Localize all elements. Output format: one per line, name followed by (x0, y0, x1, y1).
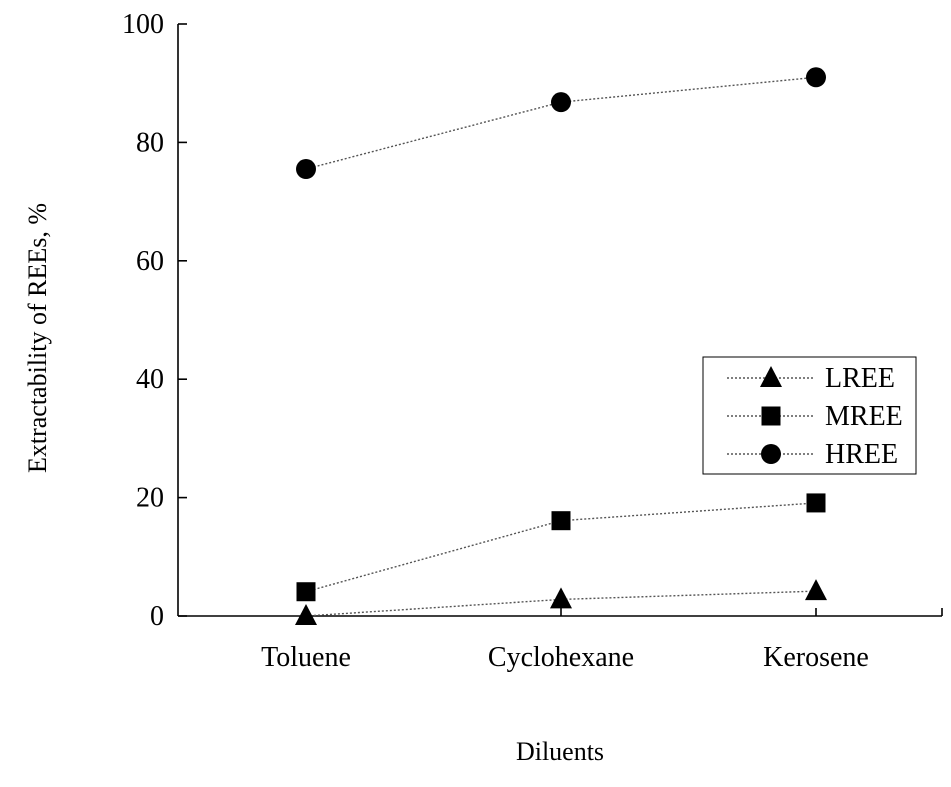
series-mree (296, 493, 826, 602)
legend: LREE MREE HREE (702, 356, 917, 475)
legend-label: LREE (825, 363, 895, 394)
data-point (806, 67, 826, 88)
legend-marker (761, 406, 781, 426)
legend-label: HREE (825, 439, 898, 470)
y-tick-label: 100 (122, 9, 164, 40)
data-point (551, 92, 571, 113)
series-hree (296, 67, 826, 180)
data-point (550, 587, 572, 609)
x-axis-label: Diluents (516, 737, 604, 766)
legend-label: MREE (825, 401, 903, 432)
x-tick-label: Kerosene (763, 642, 869, 673)
series-lree (295, 579, 827, 625)
y-tick-label: 0 (150, 601, 164, 632)
y-tick-label: 80 (136, 127, 164, 158)
data-point (551, 511, 571, 531)
legend-box (702, 356, 917, 475)
y-tick-label: 20 (136, 483, 164, 514)
legend-item-lree: LREE (727, 363, 895, 394)
series-layer (295, 67, 827, 625)
legend-item-hree: HREE (727, 439, 898, 470)
legend-item-mree: MREE (727, 401, 903, 432)
data-point (806, 493, 826, 513)
x-tick-label: Cyclohexane (488, 642, 634, 673)
legend-marker (761, 444, 781, 464)
x-tick-label: Toluene (261, 642, 351, 673)
data-point (295, 604, 317, 625)
data-point (296, 582, 316, 602)
y-tick-label: 60 (136, 246, 164, 277)
y-axis-label: Extractability of REEs, % (23, 203, 52, 473)
y-tick-label: 40 (136, 364, 164, 395)
series-line (305, 590, 817, 617)
data-point (805, 579, 827, 601)
axes: 0 20 40 60 80 100 Toluene Cyclohexane Kerosene (122, 9, 943, 673)
data-point (296, 159, 316, 180)
series-line (305, 76, 817, 170)
legend-marker (760, 366, 782, 387)
